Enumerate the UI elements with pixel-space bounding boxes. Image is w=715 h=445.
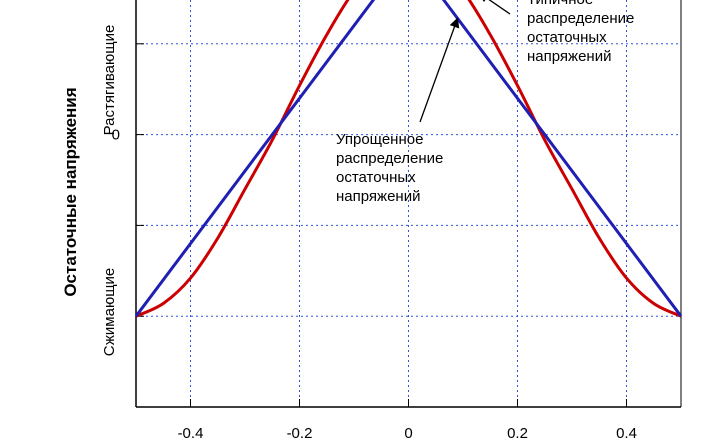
annotation-simplified-arrow — [419, 17, 460, 123]
series-group — [134, 0, 683, 318]
annotation-line: распределение — [336, 150, 443, 167]
x-tick-label: 0.2 — [507, 425, 528, 442]
y-axis-label: Остаточные напряжения — [61, 87, 80, 296]
x-tick-label: 0 — [404, 425, 412, 442]
annotation-line: распределение — [527, 10, 634, 27]
annotation-line: напряжений — [527, 48, 611, 65]
annotation-line: Типичное — [527, 0, 593, 8]
series-line-simplified — [134, 0, 683, 318]
series-line-typical — [135, 0, 682, 318]
annotations: Типичное распределение остаточных напряжени… — [336, 0, 634, 205]
annotation-line: остаточных — [336, 169, 416, 186]
x-tick-label: -0.2 — [287, 425, 313, 442]
y-tick-label: 0 — [112, 127, 120, 144]
annotation-line: Упрощенное — [336, 131, 423, 148]
region-label-compression: Сжимающие — [101, 268, 118, 357]
annotation-line: напряжений — [336, 188, 420, 205]
x-tick-label: 0.4 — [616, 425, 637, 442]
annotation-simplified: Упрощенное распределение остаточных напряже… — [336, 131, 443, 205]
annotation-typical: Типичное распределение остаточных напряжени… — [527, 0, 634, 65]
annotation-typical-arrow — [478, 0, 511, 15]
region-label-tension: Растягивающие — [101, 25, 118, 136]
x-tick-label: -0.4 — [178, 425, 204, 442]
annotation-line: остаточных — [527, 29, 607, 46]
tick-labels: -0.4 -0.2 0 0.2 0.4 0 — [112, 127, 637, 442]
